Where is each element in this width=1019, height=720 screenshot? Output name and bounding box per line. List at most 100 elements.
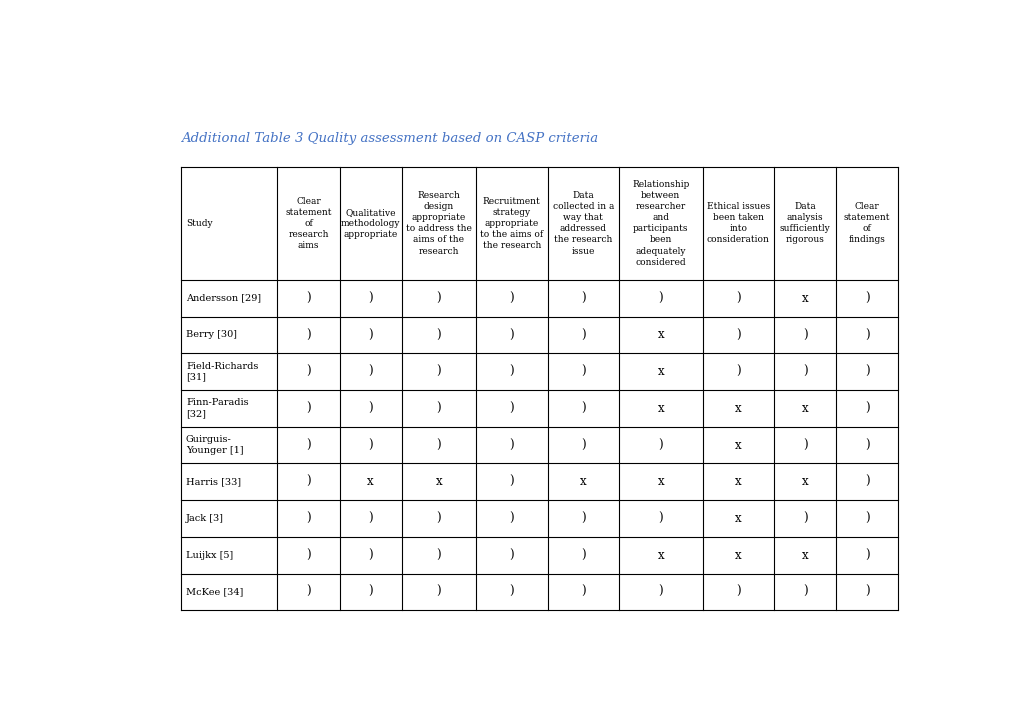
Text: ): ) (864, 292, 868, 305)
Text: ): ) (864, 475, 868, 488)
Text: ): ) (436, 365, 441, 378)
Text: Andersson [29]: Andersson [29] (185, 294, 261, 302)
Text: x: x (657, 402, 663, 415)
Text: x: x (580, 475, 586, 488)
Text: Clear
statement
of
findings: Clear statement of findings (843, 202, 890, 245)
Text: ): ) (736, 328, 740, 341)
Text: ): ) (802, 512, 807, 525)
Text: Jack [3]: Jack [3] (185, 514, 224, 523)
Text: Guirguis-
Younger [1]: Guirguis- Younger [1] (185, 435, 244, 455)
Text: Qualitative
methodology
appropriate: Qualitative methodology appropriate (340, 208, 399, 239)
Text: x: x (735, 402, 741, 415)
Text: ): ) (306, 438, 311, 451)
Text: ): ) (510, 402, 514, 415)
Text: Study: Study (185, 219, 212, 228)
Text: x: x (801, 549, 808, 562)
Text: ): ) (864, 365, 868, 378)
Text: ): ) (306, 512, 311, 525)
Text: ): ) (658, 438, 662, 451)
Text: ): ) (306, 549, 311, 562)
Text: ): ) (510, 438, 514, 451)
Text: ): ) (306, 328, 311, 341)
Text: ): ) (510, 292, 514, 305)
Text: x: x (801, 292, 808, 305)
Text: ): ) (802, 365, 807, 378)
Text: Recruitment
strategy
appropriate
to the aims of
the research: Recruitment strategy appropriate to the … (480, 197, 543, 250)
Text: ): ) (306, 292, 311, 305)
Text: ): ) (736, 292, 740, 305)
Text: Finn-Paradis
[32]: Finn-Paradis [32] (185, 398, 249, 418)
Text: ): ) (802, 438, 807, 451)
Text: ): ) (436, 438, 441, 451)
Text: x: x (657, 475, 663, 488)
Text: ): ) (306, 585, 311, 598)
Text: ): ) (368, 585, 373, 598)
Text: x: x (735, 475, 741, 488)
Text: ): ) (864, 549, 868, 562)
Text: ): ) (864, 585, 868, 598)
Text: ): ) (368, 365, 373, 378)
Text: ): ) (436, 512, 441, 525)
Text: Additional Table 3 Quality assessment based on CASP criteria: Additional Table 3 Quality assessment ba… (181, 132, 598, 145)
Text: ): ) (436, 292, 441, 305)
Text: ): ) (580, 365, 585, 378)
Text: ): ) (510, 328, 514, 341)
Text: ): ) (580, 438, 585, 451)
Text: Ethical issues
been taken
into
consideration: Ethical issues been taken into considera… (706, 202, 769, 245)
Text: ): ) (436, 585, 441, 598)
Text: ): ) (368, 438, 373, 451)
Text: Data
analysis
sufficiently
rigorous: Data analysis sufficiently rigorous (779, 202, 829, 245)
Text: Clear
statement
of
research
aims: Clear statement of research aims (285, 197, 331, 250)
Text: ): ) (864, 402, 868, 415)
Text: ): ) (436, 402, 441, 415)
Text: ): ) (368, 292, 373, 305)
Text: ): ) (510, 512, 514, 525)
Text: x: x (801, 402, 808, 415)
Text: ): ) (802, 585, 807, 598)
Text: ): ) (736, 585, 740, 598)
Text: ): ) (580, 328, 585, 341)
Text: Berry [30]: Berry [30] (185, 330, 236, 339)
Text: ): ) (580, 585, 585, 598)
Text: x: x (367, 475, 374, 488)
Text: ): ) (580, 402, 585, 415)
Text: x: x (735, 438, 741, 451)
Text: ): ) (802, 328, 807, 341)
Text: ): ) (306, 402, 311, 415)
Text: ): ) (436, 328, 441, 341)
Text: x: x (657, 365, 663, 378)
Text: x: x (735, 549, 741, 562)
Text: ): ) (510, 475, 514, 488)
Text: ): ) (368, 549, 373, 562)
Text: x: x (657, 328, 663, 341)
Text: x: x (801, 475, 808, 488)
Text: ): ) (306, 475, 311, 488)
Text: ): ) (368, 328, 373, 341)
Text: x: x (735, 512, 741, 525)
Text: McKee [34]: McKee [34] (185, 588, 244, 596)
Text: x: x (435, 475, 442, 488)
Text: ): ) (436, 549, 441, 562)
Text: ): ) (510, 549, 514, 562)
Text: Field-Richards
[31]: Field-Richards [31] (185, 361, 258, 382)
Text: ): ) (658, 512, 662, 525)
Text: ): ) (658, 585, 662, 598)
Text: ): ) (864, 438, 868, 451)
Text: ): ) (864, 512, 868, 525)
Text: ): ) (580, 512, 585, 525)
Text: ): ) (864, 328, 868, 341)
Text: ): ) (658, 292, 662, 305)
Text: ): ) (510, 585, 514, 598)
Text: ): ) (736, 365, 740, 378)
Text: ): ) (580, 549, 585, 562)
Text: ): ) (510, 365, 514, 378)
Text: Research
design
appropriate
to address the
aims of the
research: Research design appropriate to address t… (406, 191, 472, 256)
Text: Harris [33]: Harris [33] (185, 477, 240, 486)
Text: Relationship
between
researcher
and
participants
been
adequately
considered: Relationship between researcher and part… (632, 180, 689, 266)
Text: x: x (657, 549, 663, 562)
Text: ): ) (306, 365, 311, 378)
Text: ): ) (580, 292, 585, 305)
Text: Data
collected in a
way that
addressed
the research
issue: Data collected in a way that addressed t… (552, 191, 613, 256)
Text: ): ) (368, 402, 373, 415)
Text: ): ) (368, 512, 373, 525)
